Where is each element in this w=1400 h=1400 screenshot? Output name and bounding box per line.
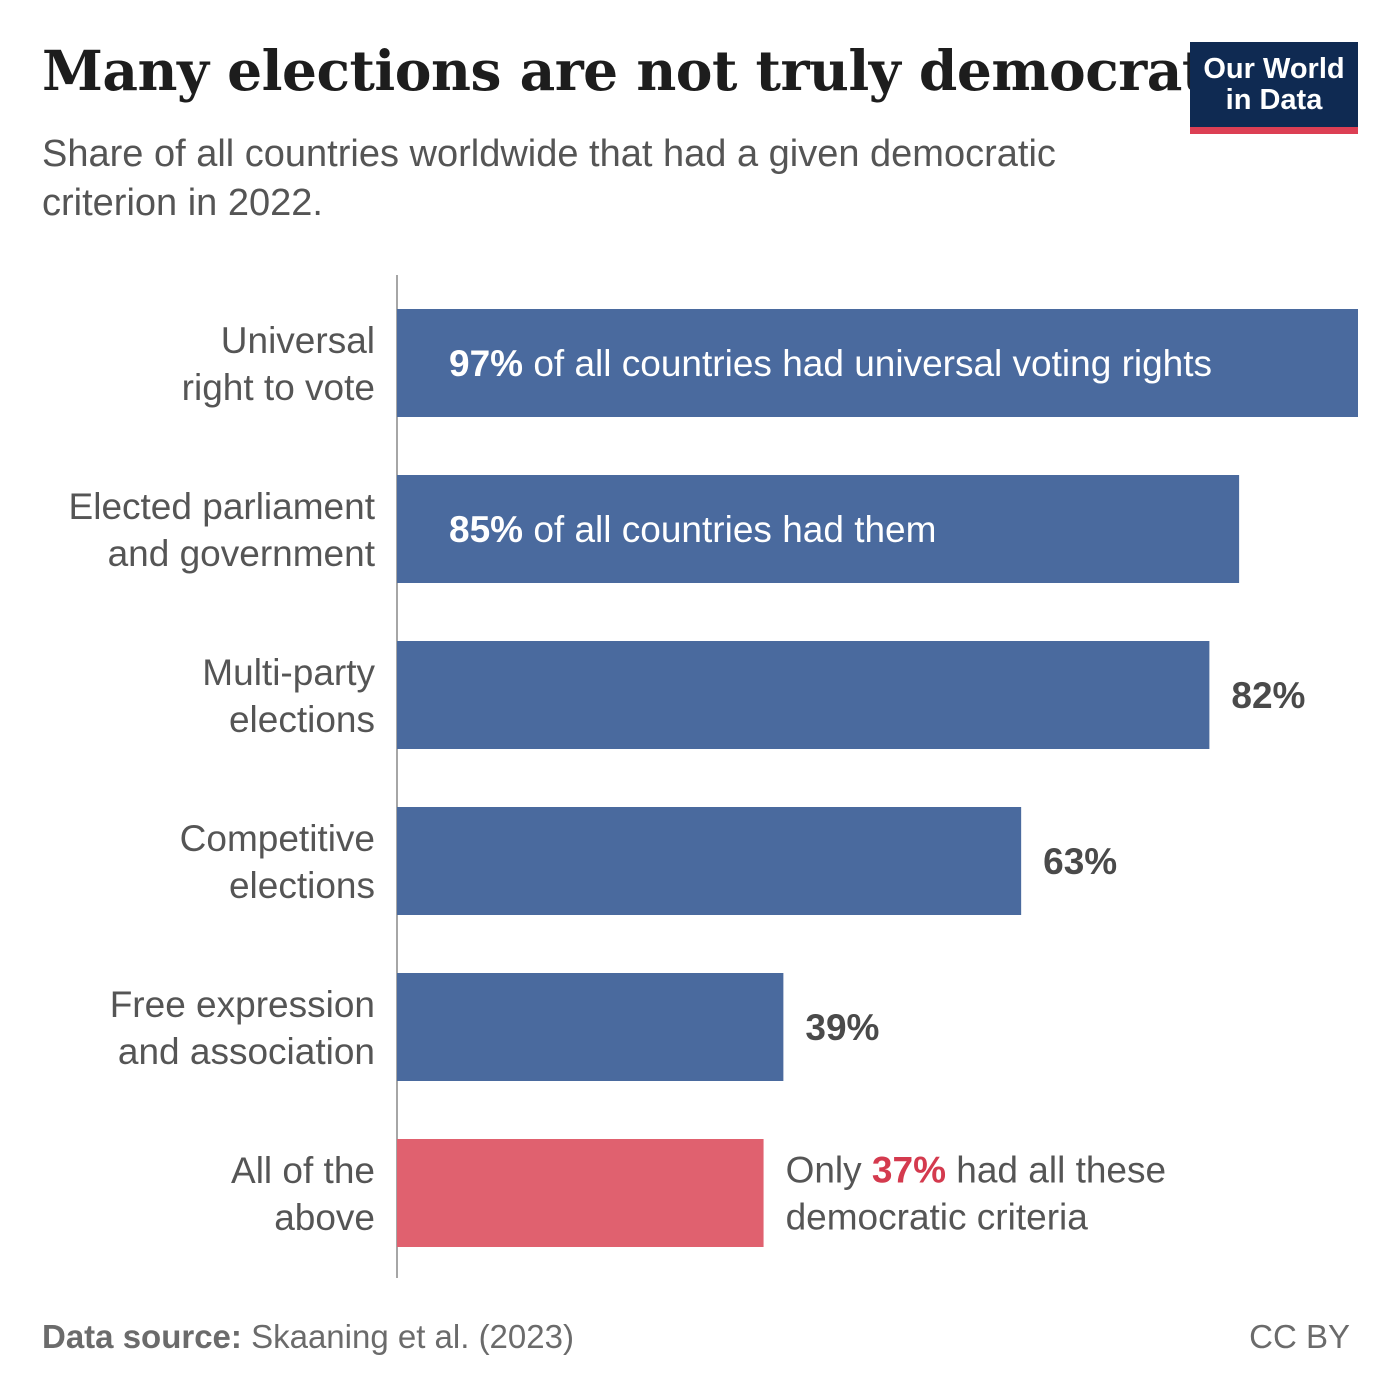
value-number: 63% (1043, 841, 1117, 882)
bar-highlight (397, 1139, 764, 1247)
annotation-text: democratic criteria (786, 1197, 1089, 1238)
highlight-annotation: Only 37% had all these democratic criteri… (786, 1150, 1167, 1238)
category-label-line: and government (108, 533, 376, 574)
bar (397, 641, 1210, 749)
category-label: Multi-party elections (202, 652, 375, 740)
category-label-line: Competitive (180, 818, 375, 859)
bar-chart: Universal right to vote 97% of all countri… (69, 275, 1358, 1278)
value-number: 39% (805, 1007, 879, 1048)
category-label-line: Free expression (110, 984, 375, 1025)
chart-title: Many elections are not truly democratic (42, 38, 1261, 103)
category-label-line: Universal (221, 320, 375, 361)
category-label-line: Elected parliament (69, 486, 376, 527)
annotation-text: of all countries had universal voting ri… (523, 343, 1212, 384)
category-label-line: All of the (231, 1150, 375, 1191)
category-label-line: above (274, 1197, 375, 1238)
logo-line-1: Our World (1203, 52, 1345, 85)
category-label-line: and association (118, 1031, 375, 1072)
data-source-label: Data source: (42, 1318, 242, 1355)
value-label: 82% (1231, 675, 1305, 716)
bar-annotation: 85% of all countries had them (449, 509, 936, 550)
logo-line-2: in Data (1225, 83, 1323, 116)
category-label: Elected parliament and government (69, 486, 376, 574)
category-label-line: elections (229, 699, 375, 740)
annotation-text: Only (786, 1150, 872, 1191)
category-label: All of the above (231, 1150, 375, 1238)
category-label: Competitive elections (180, 818, 375, 906)
value-number: 37% (872, 1150, 946, 1191)
value-number: 82% (1231, 675, 1305, 716)
data-source-text: Skaaning et al. (2023) (251, 1318, 574, 1355)
bar (397, 309, 1358, 417)
license-label[interactable]: CC BY (1249, 1318, 1350, 1355)
category-label: Universal right to vote (182, 320, 375, 408)
category-label: Free expression and association (110, 984, 375, 1072)
chart-subtitle: Share of all countries worldwide that ha… (42, 133, 1056, 224)
value-number: 85% (449, 509, 523, 550)
bar (397, 807, 1022, 915)
annotation-text: had all these (946, 1150, 1166, 1191)
annotation-text: of all countries had them (523, 509, 936, 550)
value-label: 63% (1043, 841, 1117, 882)
owid-logo[interactable]: Our World in Data (1190, 42, 1358, 134)
value-number: 97% (449, 343, 523, 384)
data-source: Data source: Skaaning et al. (2023) (42, 1318, 574, 1356)
bar (397, 973, 784, 1081)
category-label-line: right to vote (182, 367, 375, 408)
bar-annotation: 97% of all countries had universal votin… (449, 343, 1212, 384)
bar (397, 475, 1240, 583)
category-label-line: Multi-party (202, 652, 375, 693)
category-label-line: elections (229, 865, 375, 906)
value-label: 39% (805, 1007, 879, 1048)
